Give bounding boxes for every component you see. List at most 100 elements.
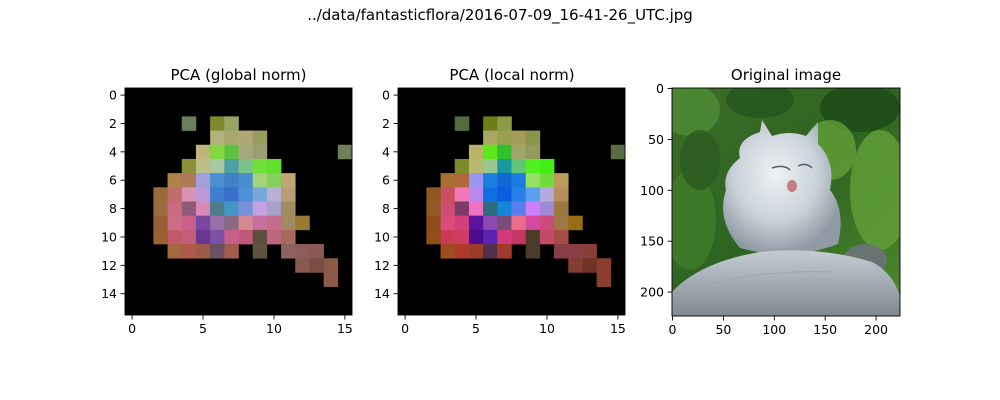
heatmap-cell	[483, 158, 498, 174]
heatmap-cell	[525, 215, 541, 231]
heatmap-cell	[181, 187, 197, 202]
heatmap-cell	[210, 201, 225, 216]
x-tick-label: 15	[337, 321, 353, 336]
y-tick-label: 12	[374, 258, 390, 273]
heatmap-cell	[238, 130, 253, 146]
heatmap-cell	[252, 130, 268, 146]
y-tick-label: 0	[656, 81, 664, 96]
heatmap-cell	[525, 130, 541, 146]
x-tick-label: 0	[669, 322, 677, 337]
heatmap-cell	[281, 201, 296, 216]
y-tick-label: 100	[640, 183, 664, 198]
heatmap-cell	[454, 244, 470, 259]
heatmap-cell	[210, 116, 225, 131]
heatmap-cell	[497, 116, 512, 131]
y-tick-label: 2	[109, 116, 117, 131]
y-tick-label: 2	[382, 116, 390, 131]
heatmap-cell	[181, 201, 197, 216]
heatmap-cell	[252, 201, 268, 216]
heatmap-cell	[195, 201, 211, 216]
heatmap-cell	[525, 173, 541, 188]
heatmap-cell	[210, 244, 225, 259]
heatmap-cell	[596, 272, 612, 287]
heatmap-cell	[210, 158, 225, 174]
heatmap-cell	[210, 215, 225, 231]
heatmap-cell	[181, 173, 197, 188]
heatmap-cell	[210, 130, 225, 146]
x-tick-label: 0	[128, 321, 136, 336]
heatmap-cell	[511, 229, 526, 245]
heatmap-cell	[468, 173, 484, 188]
x-tick-label: 0	[401, 321, 409, 336]
heatmap-cell	[295, 258, 310, 273]
heatmap-cell	[224, 130, 239, 146]
heatmap-cell	[539, 158, 555, 174]
heatmap-cell	[511, 215, 526, 231]
heatmap-cell	[468, 144, 484, 160]
heatmap-cell	[224, 201, 239, 216]
heatmap-cell	[281, 215, 296, 231]
heatmap-cell	[554, 201, 569, 216]
heatmap-cell	[153, 229, 168, 245]
heatmap-cell	[281, 244, 296, 259]
heatmap-cell	[454, 229, 470, 245]
heatmap-cell	[554, 229, 569, 245]
heatmap-cell	[483, 201, 498, 216]
axes-title-pca-global-norm: PCA (global norm)	[171, 66, 307, 84]
heatmap-cell	[525, 144, 541, 160]
heatmap-cell	[454, 116, 470, 131]
x-tick-label: 10	[539, 321, 555, 336]
heatmap-cell	[497, 158, 512, 174]
heatmap-cell	[483, 187, 498, 202]
heatmap-cell	[181, 229, 197, 245]
x-tick-label: 5	[472, 321, 480, 336]
heatmap-cell	[468, 187, 484, 202]
heatmap-cell	[582, 258, 597, 273]
heatmap-cell	[224, 116, 239, 131]
y-tick-label: 4	[109, 144, 117, 159]
heatmap-cell	[295, 215, 310, 231]
heatmap-cell	[210, 187, 225, 202]
y-tick-label: 12	[101, 258, 117, 273]
heatmap-cell	[195, 229, 211, 245]
heatmap-cell	[539, 229, 555, 245]
heatmap-cell	[454, 201, 470, 216]
heatmap-cell	[238, 201, 253, 216]
heatmap-cell	[511, 187, 526, 202]
heatmap-cell	[497, 229, 512, 245]
heatmap-cell	[224, 144, 239, 160]
heatmap-cell	[440, 201, 456, 216]
heatmap-cell	[181, 116, 197, 131]
heatmap-cell	[483, 130, 498, 146]
heatmap-cell	[426, 187, 441, 202]
heatmap-cell	[224, 244, 239, 259]
heatmap-cell	[167, 173, 183, 188]
heatmap-cell	[568, 244, 583, 259]
heatmap-cell	[511, 173, 526, 188]
heatmap-cell	[468, 201, 484, 216]
x-tick-label: 100	[762, 322, 786, 337]
heatmap-cell	[252, 215, 268, 231]
heatmap-cell	[554, 215, 569, 231]
heatmap-cell	[454, 215, 470, 231]
y-tick-label: 200	[640, 285, 664, 300]
heatmap-cell	[153, 187, 168, 202]
axes-original-image: Original image	[640, 66, 901, 337]
heatmap-cell	[568, 258, 583, 273]
axes-pca-local-norm: PCA (local norm) 0 5 10 15 0 2 4 6 8 10 12 14	[374, 66, 626, 336]
axes-frame	[397, 87, 626, 316]
y-tick-label: 150	[640, 234, 664, 249]
heatmap-cell	[224, 215, 239, 231]
heatmap-cell	[181, 244, 197, 259]
heatmap-cell	[483, 116, 498, 131]
heatmap-cell	[153, 215, 168, 231]
heatmap-cell	[483, 215, 498, 231]
y-tick-label: 50	[648, 132, 664, 147]
heatmap-cell	[440, 244, 456, 259]
y-tick-label: 10	[374, 229, 390, 244]
heatmap-cell	[252, 144, 268, 160]
heatmap-cell	[195, 173, 211, 188]
axes-title-original-image: Original image	[731, 66, 841, 84]
photo-cat-tongue	[787, 180, 797, 192]
x-tick-label: 15	[610, 321, 626, 336]
